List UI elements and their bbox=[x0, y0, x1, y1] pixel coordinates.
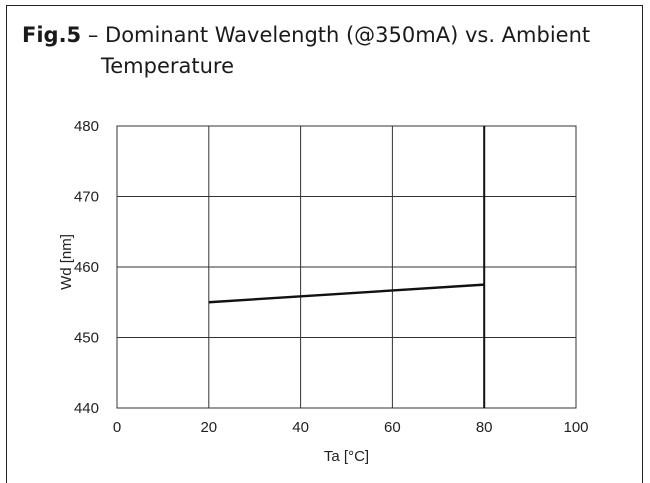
x-tick-80: 80 bbox=[476, 419, 493, 436]
y-tick-440: 440 bbox=[74, 400, 99, 417]
figure-title: Fig.5 – Dominant Wavelength (@350mA) vs.… bbox=[22, 20, 632, 82]
x-tick-60: 60 bbox=[384, 419, 401, 436]
y-tick-470: 470 bbox=[74, 189, 99, 206]
chart-grid bbox=[116, 125, 577, 409]
x-tick-40: 40 bbox=[292, 419, 309, 436]
y-axis-label: Wd [nm] bbox=[58, 234, 75, 290]
x-tick-100: 100 bbox=[563, 419, 588, 436]
title-line1: Dominant Wavelength (@350mA) vs. Ambient bbox=[105, 23, 591, 47]
figure-number: Fig.5 bbox=[22, 23, 82, 47]
chart-series bbox=[208, 126, 486, 408]
x-tick-20: 20 bbox=[200, 419, 217, 436]
x-axis-label: Ta [°C] bbox=[324, 448, 369, 465]
y-tick-labels: 440 450 460 470 480 bbox=[74, 118, 99, 417]
title-separator: – bbox=[81, 23, 106, 47]
figure-frame bbox=[6, 5, 643, 483]
x-tick-0: 0 bbox=[113, 419, 121, 436]
y-tick-480: 480 bbox=[74, 118, 99, 135]
y-tick-450: 450 bbox=[74, 330, 99, 347]
title-line2: Temperature bbox=[101, 54, 235, 78]
y-tick-460: 460 bbox=[74, 259, 99, 276]
x-tick-labels: 0 20 40 60 80 100 bbox=[113, 419, 589, 436]
series-line-0 bbox=[208, 283, 485, 304]
